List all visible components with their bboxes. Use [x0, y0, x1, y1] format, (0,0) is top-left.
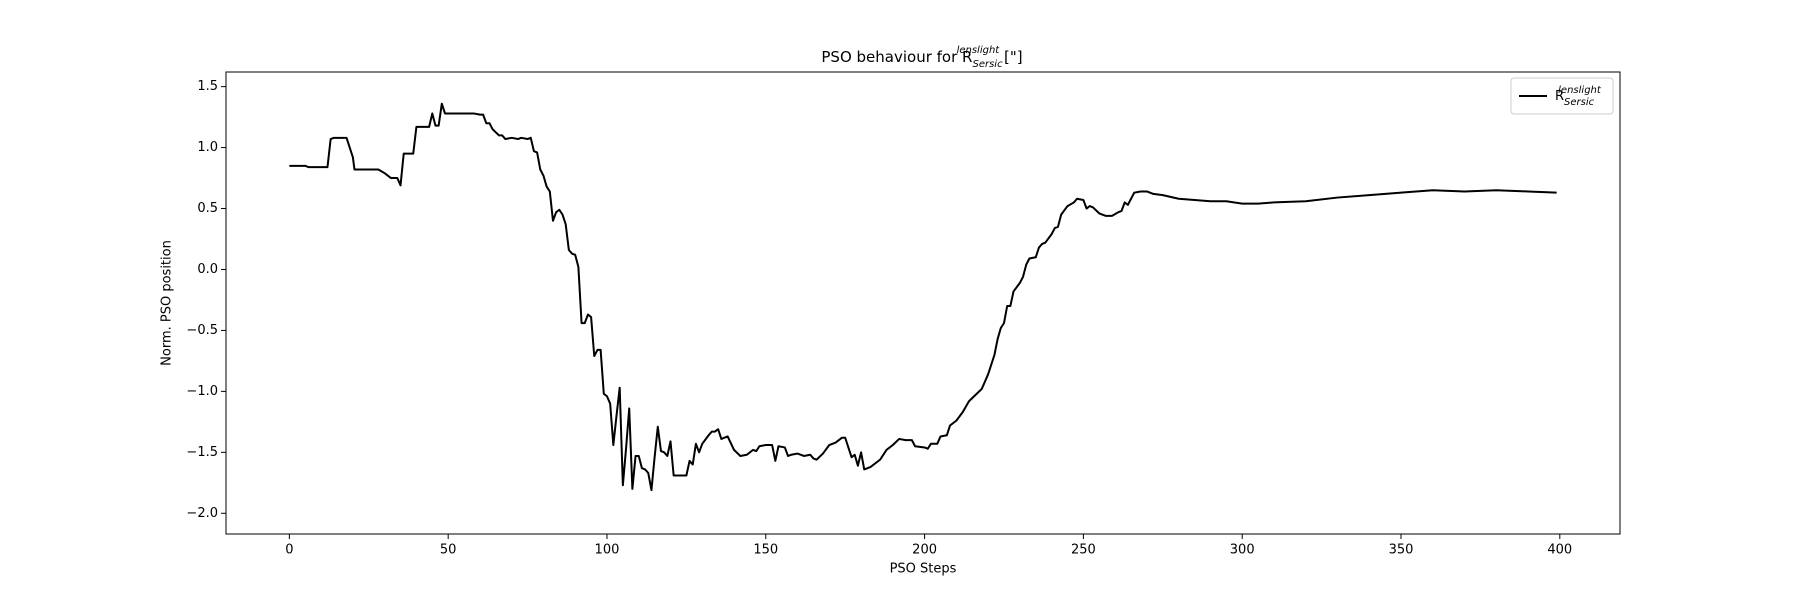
legend-name: R	[1555, 89, 1564, 104]
chart-title: PSO behaviour for RSersic lenslight ["]	[821, 45, 1022, 70]
x-tick-label: 400	[1547, 543, 1572, 558]
y-tick-label: −1.0	[186, 384, 218, 399]
y-tick-label: −0.5	[186, 323, 218, 338]
data-line	[289, 102, 1557, 492]
x-tick-label: 200	[912, 543, 937, 558]
legend-label: RSersiclenslight	[1555, 85, 1602, 108]
y-tick-label: 0.5	[197, 201, 218, 216]
y-tick-label: 1.0	[197, 140, 218, 155]
legend-box	[1510, 77, 1614, 115]
x-tick-label: 300	[1230, 543, 1255, 558]
title-suffix: ["]	[999, 48, 1022, 66]
x-tick-label: 50	[440, 543, 457, 558]
title-sup: lenslight	[957, 45, 1001, 56]
y-tick-label: 0.0	[197, 262, 218, 277]
x-tick-label: 250	[1071, 543, 1096, 558]
y-tick-label: 1.5	[197, 79, 218, 94]
x-tick-label: 0	[285, 543, 293, 558]
legend-sub: Sersic	[1564, 97, 1595, 108]
title-text: PSO behaviour for R	[821, 48, 972, 66]
plot-frame	[225, 71, 1621, 535]
title-sub: Sersic	[972, 59, 1003, 70]
legend-sup: lenslight	[1558, 85, 1602, 96]
x-tick-label: 350	[1389, 543, 1414, 558]
x-tick-label: 100	[595, 543, 620, 558]
y-axis-label: Norm. PSO position	[160, 240, 175, 366]
x-tick-label: 150	[753, 543, 778, 558]
y-tick-label: −1.5	[186, 445, 218, 460]
x-axis-label: PSO Steps	[890, 562, 957, 577]
y-tick-label: −2.0	[186, 506, 218, 521]
